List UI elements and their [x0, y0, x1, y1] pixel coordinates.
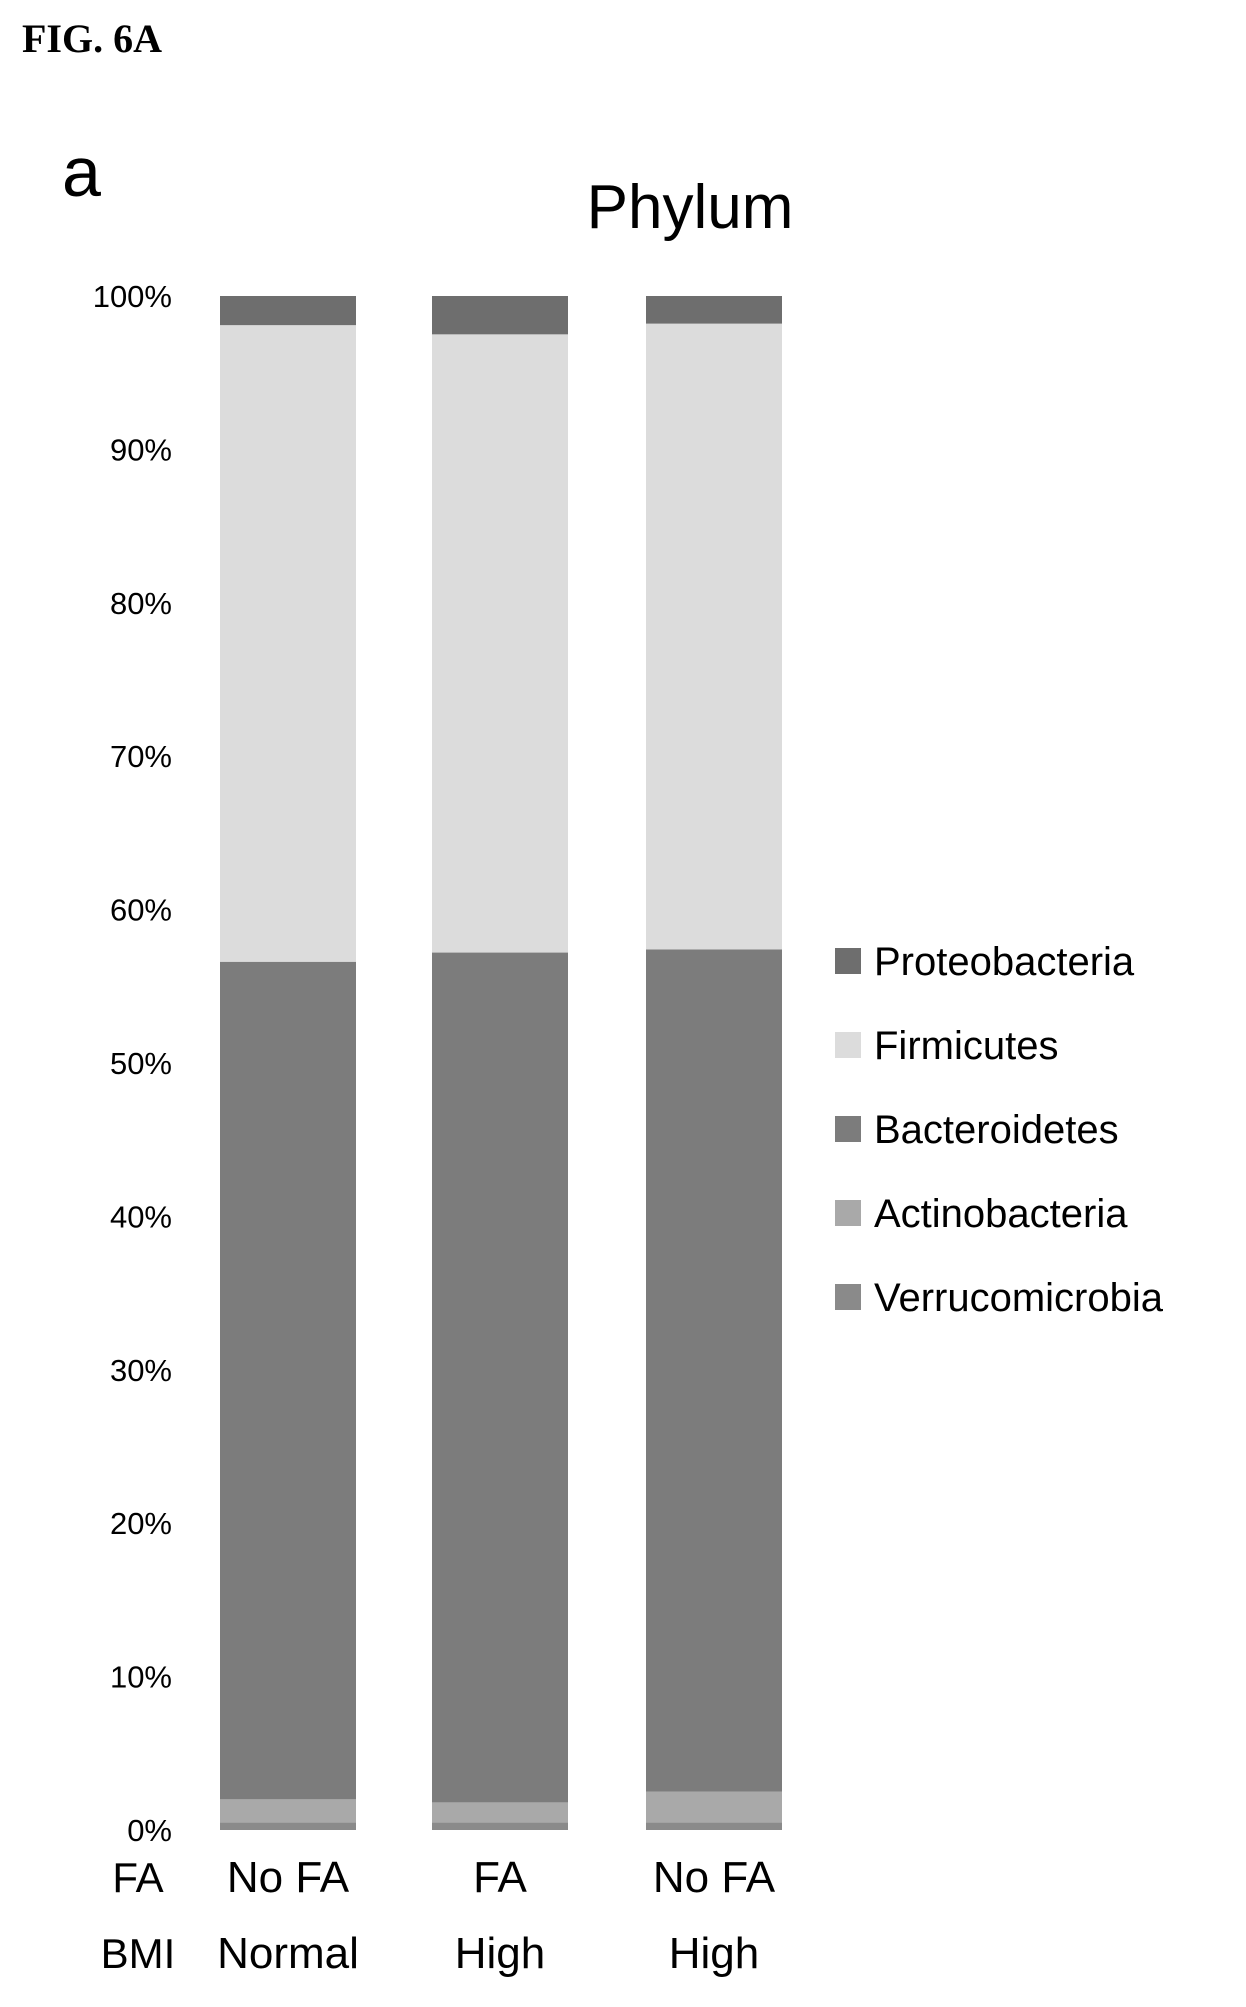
category-row-header: FA — [112, 1854, 163, 1901]
y-tick-label: 40% — [110, 1199, 172, 1234]
bar-segment-bacteroidetes — [432, 952, 568, 1803]
y-tick-label: 80% — [110, 586, 172, 621]
x-tick-label: No FA — [653, 1853, 776, 1902]
legend-swatch — [835, 1200, 861, 1226]
figure-label: FIG. 6A — [22, 16, 162, 61]
legend: Proteobacteria Firmicutes Bacteroidetes Act… — [835, 940, 1164, 1320]
bar-segment-firmicutes — [432, 334, 568, 953]
y-tick-label: 0% — [127, 1813, 172, 1848]
bar-segment-actinobacteria — [432, 1802, 568, 1823]
y-tick-label: 60% — [110, 893, 172, 928]
bar-segment-verrucomicrobia — [432, 1822, 568, 1830]
y-tick-label: 10% — [110, 1660, 172, 1695]
y-tick-label: 30% — [110, 1353, 172, 1388]
bar-segment-bacteroidetes — [220, 961, 356, 1800]
legend-swatch — [835, 1116, 861, 1142]
panel-letter: a — [62, 133, 101, 211]
chart-title: Phylum — [587, 173, 794, 242]
y-tick-label: 20% — [110, 1506, 172, 1541]
bar-segment-firmicutes — [220, 325, 356, 962]
legend-label: Proteobacteria — [874, 940, 1135, 984]
x-tick-label: Normal — [217, 1929, 359, 1978]
y-tick-label: 50% — [110, 1046, 172, 1081]
legend-label: Firmicutes — [874, 1024, 1058, 1068]
legend-swatch — [835, 1284, 861, 1310]
bar-segment-proteobacteria — [432, 296, 568, 335]
x-tick-label: High — [669, 1929, 760, 1978]
legend-swatch — [835, 948, 861, 974]
x-tick-label: High — [455, 1929, 546, 1978]
bar-segment-proteobacteria — [220, 296, 356, 326]
y-tick-label: 70% — [110, 739, 172, 774]
legend-swatch — [835, 1032, 861, 1058]
bar-segment-bacteroidetes — [646, 949, 782, 1792]
bar-segment-actinobacteria — [220, 1799, 356, 1823]
bar-segment-firmicutes — [646, 323, 782, 950]
bar-segment-actinobacteria — [646, 1791, 782, 1823]
x-axis: FA No FA FA No FA BMI Normal High High — [101, 1853, 776, 1978]
legend-label: Actinobacteria — [874, 1192, 1128, 1236]
bar-segment-verrucomicrobia — [220, 1822, 356, 1830]
y-tick-label: 100% — [93, 279, 172, 314]
x-tick-label: FA — [473, 1853, 527, 1902]
bar-segment-verrucomicrobia — [646, 1822, 782, 1830]
y-axis: 0% 10% 20% 30% 40% 50% 60% 70% 80% 90% 100% — [93, 279, 172, 1848]
y-tick-label: 90% — [110, 432, 172, 467]
bars — [220, 296, 782, 1830]
category-row-header: BMI — [101, 1930, 176, 1977]
legend-label: Bacteroidetes — [874, 1108, 1119, 1152]
bar-segment-proteobacteria — [646, 296, 782, 324]
x-tick-label: No FA — [227, 1853, 350, 1902]
legend-label: Verrucomicrobia — [874, 1276, 1164, 1320]
